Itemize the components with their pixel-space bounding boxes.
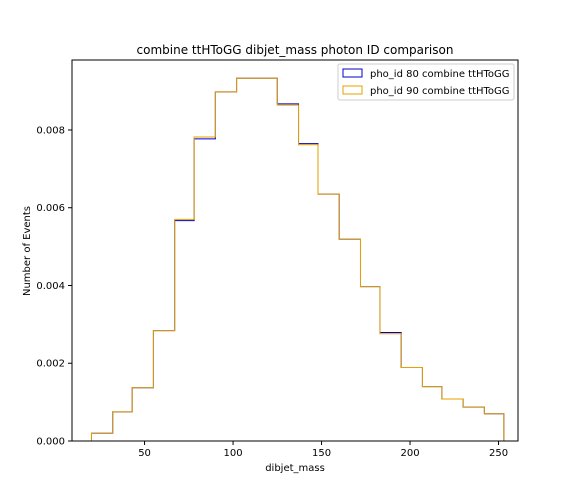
x-tick-label: 150 [312, 448, 331, 459]
x-tick-label: 50 [138, 448, 151, 459]
plot-frame [71, 59, 519, 442]
legend: pho_id 80 combine ttHToGG pho_id 90 comb… [337, 63, 515, 101]
x-tick-label: 250 [489, 448, 508, 459]
y-axis-ticks: 0.000 0.002 0.004 0.006 0.008 [36, 125, 72, 448]
x-axis-ticks: 50 100 150 200 250 [138, 441, 508, 459]
y-tick-label: 0.004 [36, 281, 65, 292]
chart-title: combine ttHToGG dibjet_mass photon ID co… [137, 43, 454, 57]
series-layer [90, 77, 505, 441]
legend-label-pho-id-80: pho_id 80 combine ttHToGG [370, 69, 510, 80]
legend-box [337, 63, 515, 101]
legend-label-pho-id-90: pho_id 90 combine ttHToGG [370, 86, 510, 97]
legend-swatch-pho-id-90 [342, 85, 363, 95]
y-tick-label: 0.006 [36, 203, 65, 214]
x-tick-label: 100 [224, 448, 243, 459]
y-tick-label: 0.008 [36, 125, 65, 136]
y-tick-label: 0.000 [36, 437, 65, 448]
legend-swatch-pho-id-80 [342, 68, 363, 78]
y-axis-label: Number of Events [22, 206, 33, 296]
x-tick-label: 200 [400, 448, 419, 459]
histogram-series-pho-id-90 [90, 77, 505, 441]
y-tick-label: 0.002 [36, 359, 65, 370]
x-axis-label: dibjet_mass [265, 463, 325, 474]
